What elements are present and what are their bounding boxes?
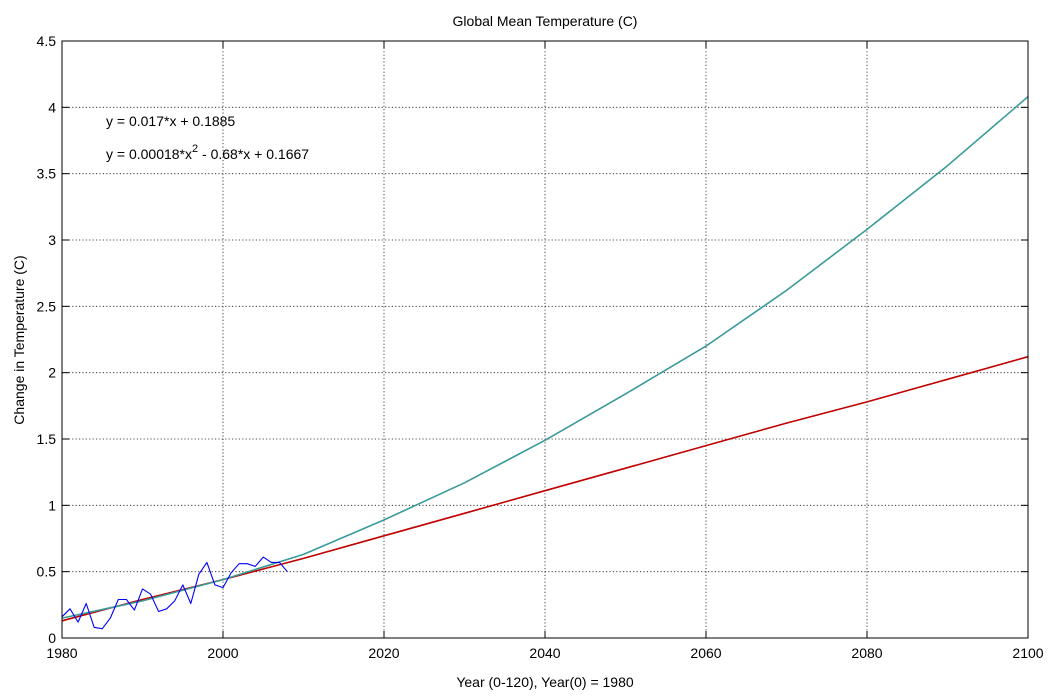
quadratic-fit-exponent: 2 xyxy=(192,143,198,155)
quadratic-fit-equation: y = 0.00018*x2 - 0.68*x + 0.1667 xyxy=(106,143,309,162)
y-tick-label: 2.5 xyxy=(37,298,57,314)
x-axis-title: Year (0-120), Year(0) = 1980 xyxy=(456,674,634,690)
data-line xyxy=(61,556,288,630)
y-tick-label: 1.5 xyxy=(37,431,57,447)
y-axis-title: Change in Temperature (C) xyxy=(11,255,27,424)
y-tick-label: 1 xyxy=(48,497,56,513)
y-tick-label: 4 xyxy=(48,99,56,115)
y-tick-label: 0.5 xyxy=(37,564,57,580)
x-tick-labels: 1980 2000 2020 2040 2060 2080 2100 xyxy=(46,645,1043,661)
chart-title: Global Mean Temperature (C) xyxy=(453,13,638,29)
y-tick-labels: 0 0.5 1 1.5 2 2.5 3 3.5 4 4.5 xyxy=(37,33,57,646)
quadratic-fit-line xyxy=(61,96,1029,619)
y-tick-label: 2 xyxy=(48,365,56,381)
plot-frame xyxy=(61,40,1029,639)
x-tick-label: 2080 xyxy=(851,645,882,661)
quadratic-fit-main: y = 0.00018*x xyxy=(106,146,192,162)
x-tick-label: 2000 xyxy=(207,645,238,661)
x-tick-label: 2100 xyxy=(1012,645,1043,661)
y-tick-label: 0 xyxy=(48,630,56,646)
y-tick-label: 3 xyxy=(48,232,56,248)
quadratic-fit-rest: - 0.68*x + 0.1667 xyxy=(198,146,309,162)
linear-fit-equation: y = 0.017*x + 0.1885 xyxy=(106,113,235,129)
series-lines xyxy=(61,96,1029,630)
x-tick-label: 2020 xyxy=(368,645,399,661)
y-tick-label: 3.5 xyxy=(37,166,57,182)
y-tick-label: 4.5 xyxy=(37,33,57,49)
x-tick-label: 2060 xyxy=(690,645,721,661)
x-tick-label: 1980 xyxy=(46,645,77,661)
grid xyxy=(62,41,1028,638)
x-tick-label: 2040 xyxy=(529,645,560,661)
